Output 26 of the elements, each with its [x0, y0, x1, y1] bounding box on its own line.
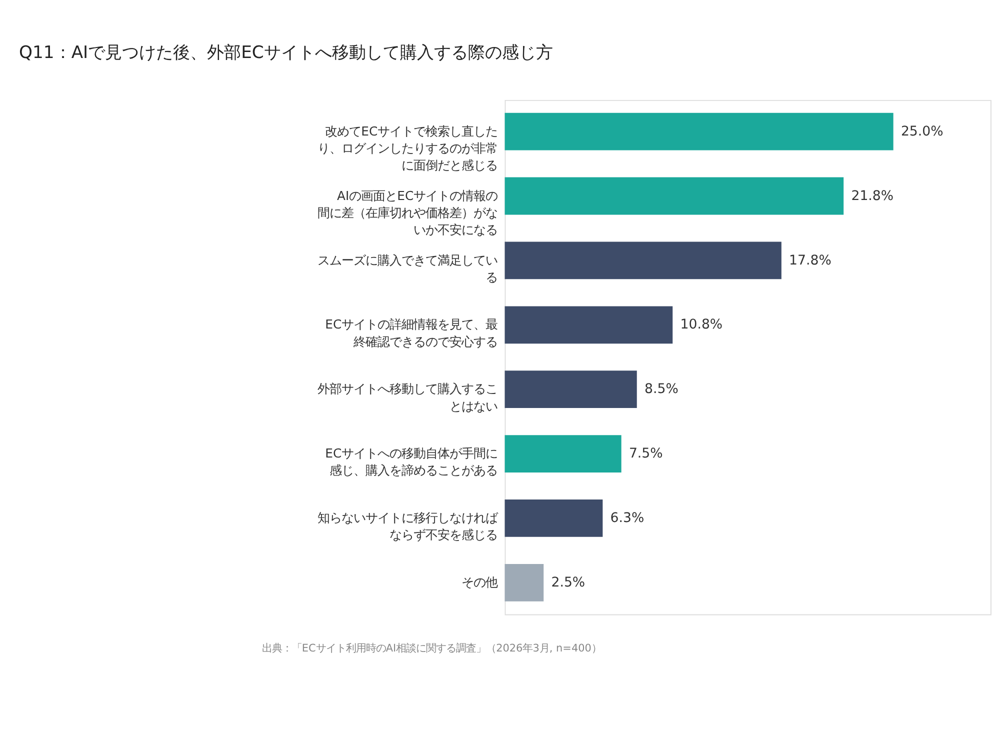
bar — [504, 177, 844, 215]
data-label: 25.0% — [900, 124, 944, 140]
data-label: 7.5% — [628, 446, 663, 462]
y-tick-label: 知らないサイトに移行しなければならず不安を感じる — [318, 511, 499, 542]
y-tick-label: スムーズに購入できて満足している — [318, 253, 498, 284]
source-note: 出典：「ECサイト利用時のAI相談に関する調査」（2026年3月, n=400） — [262, 642, 602, 654]
bar — [504, 435, 622, 472]
data-label: 21.8% — [851, 188, 894, 204]
y-tick-label: 外部サイトへ移動して購入することはない — [318, 382, 498, 414]
bar — [504, 112, 894, 150]
data-label: 17.8% — [789, 253, 832, 268]
bar — [504, 564, 544, 602]
bar — [504, 242, 782, 280]
bar — [504, 306, 673, 344]
y-tick-label: その他 — [462, 575, 498, 590]
text: Q11：AIで見つけた後、外部ECサイトへ移動して購入する際の感じ方 — [19, 43, 553, 64]
data-label: 2.5% — [551, 575, 586, 590]
data-label: 6.3% — [610, 511, 644, 526]
y-tick-label: ECサイトの詳細情報を見て、最終確認できるので安心する — [325, 318, 498, 349]
data-label: 10.8% — [680, 318, 723, 333]
data-label: 8.5% — [644, 382, 678, 398]
y-tick-label: 改めてECサイトで検索し直したり、ログインしたりするのが非常に面倒だと感じる — [318, 124, 498, 173]
bar — [504, 370, 637, 408]
bar — [504, 500, 603, 537]
y-tick-label: ECサイトへの移動自体が手間に感じ、購入を諦めることがある — [325, 446, 498, 478]
y-tick-label: AIの画面とECサイトの情報の間に差（在庫切れや価格差）がないか不安になる — [318, 188, 498, 238]
